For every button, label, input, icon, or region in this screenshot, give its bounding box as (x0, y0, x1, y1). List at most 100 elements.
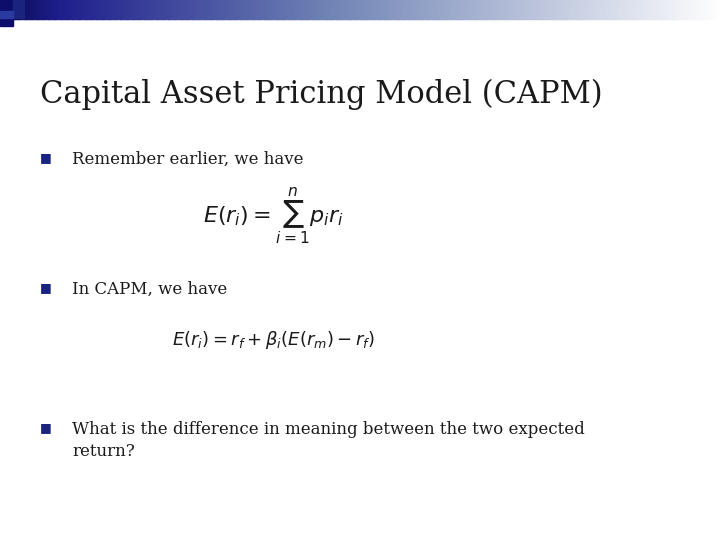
Bar (41, 0, 44, 19)
Bar (101, 0, 104, 19)
Bar (312, 0, 315, 19)
Bar (153, 0, 157, 19)
Bar (7, 0, 10, 19)
Bar (382, 0, 384, 19)
Bar (228, 0, 231, 19)
Bar (187, 0, 190, 19)
Bar (166, 0, 168, 19)
Bar (420, 0, 423, 19)
Bar (60, 0, 63, 19)
Bar (415, 0, 418, 19)
Bar (502, 0, 505, 19)
Bar (0, 11, 13, 18)
Bar (142, 0, 145, 19)
Bar (351, 0, 354, 19)
Bar (542, 0, 546, 19)
Bar (199, 0, 202, 19)
Bar (331, 0, 334, 19)
Bar (603, 0, 606, 19)
Bar (72, 0, 75, 19)
Bar (362, 0, 366, 19)
Bar (38, 0, 42, 19)
Bar (444, 0, 447, 19)
Bar (5, 0, 8, 19)
Bar (619, 0, 622, 19)
Bar (634, 0, 636, 19)
Bar (691, 0, 694, 19)
Bar (410, 0, 413, 19)
Bar (17, 0, 20, 19)
Bar (81, 0, 85, 19)
Bar (326, 0, 330, 19)
Bar (480, 0, 483, 19)
Bar (230, 0, 233, 19)
Bar (686, 0, 690, 19)
Bar (523, 0, 526, 19)
Text: Remember earlier, we have: Remember earlier, we have (72, 151, 304, 168)
Bar (405, 0, 409, 19)
Bar (27, 0, 30, 19)
Bar (607, 0, 611, 19)
Bar (346, 0, 348, 19)
Bar (127, 0, 130, 19)
Bar (86, 0, 89, 19)
Bar (58, 0, 60, 19)
Bar (252, 0, 255, 19)
Bar (473, 0, 476, 19)
Bar (718, 0, 720, 19)
Bar (221, 0, 224, 19)
Bar (22, 0, 24, 19)
Bar (646, 0, 649, 19)
Bar (13, 0, 24, 18)
Bar (643, 0, 647, 19)
Bar (70, 0, 73, 19)
Bar (384, 0, 387, 19)
Bar (293, 0, 296, 19)
Bar (509, 0, 512, 19)
Bar (408, 0, 411, 19)
Bar (475, 0, 478, 19)
Bar (269, 0, 272, 19)
Bar (257, 0, 260, 19)
Bar (348, 0, 351, 19)
Bar (110, 0, 114, 19)
Bar (247, 0, 251, 19)
Bar (454, 0, 456, 19)
Bar (55, 0, 58, 19)
Bar (713, 0, 716, 19)
Bar (427, 0, 431, 19)
Bar (264, 0, 267, 19)
Bar (605, 0, 608, 19)
Bar (657, 0, 661, 19)
Bar (660, 0, 663, 19)
Bar (189, 0, 193, 19)
Bar (554, 0, 557, 19)
Bar (300, 0, 303, 19)
Bar (135, 0, 138, 19)
Bar (624, 0, 627, 19)
Bar (146, 0, 150, 19)
Bar (19, 0, 22, 19)
Bar (297, 0, 301, 19)
Bar (459, 0, 462, 19)
Bar (132, 0, 135, 19)
Bar (254, 0, 258, 19)
Bar (576, 0, 579, 19)
Bar (614, 0, 618, 19)
Bar (180, 0, 183, 19)
Bar (672, 0, 675, 19)
Bar (636, 0, 639, 19)
Bar (223, 0, 226, 19)
Bar (533, 0, 536, 19)
Bar (495, 0, 498, 19)
Bar (441, 0, 445, 19)
Bar (197, 0, 200, 19)
Bar (281, 0, 284, 19)
Bar (641, 0, 644, 19)
Bar (485, 0, 488, 19)
Bar (259, 0, 262, 19)
Bar (286, 0, 289, 19)
Bar (125, 0, 128, 19)
Bar (693, 0, 697, 19)
Bar (499, 0, 503, 19)
